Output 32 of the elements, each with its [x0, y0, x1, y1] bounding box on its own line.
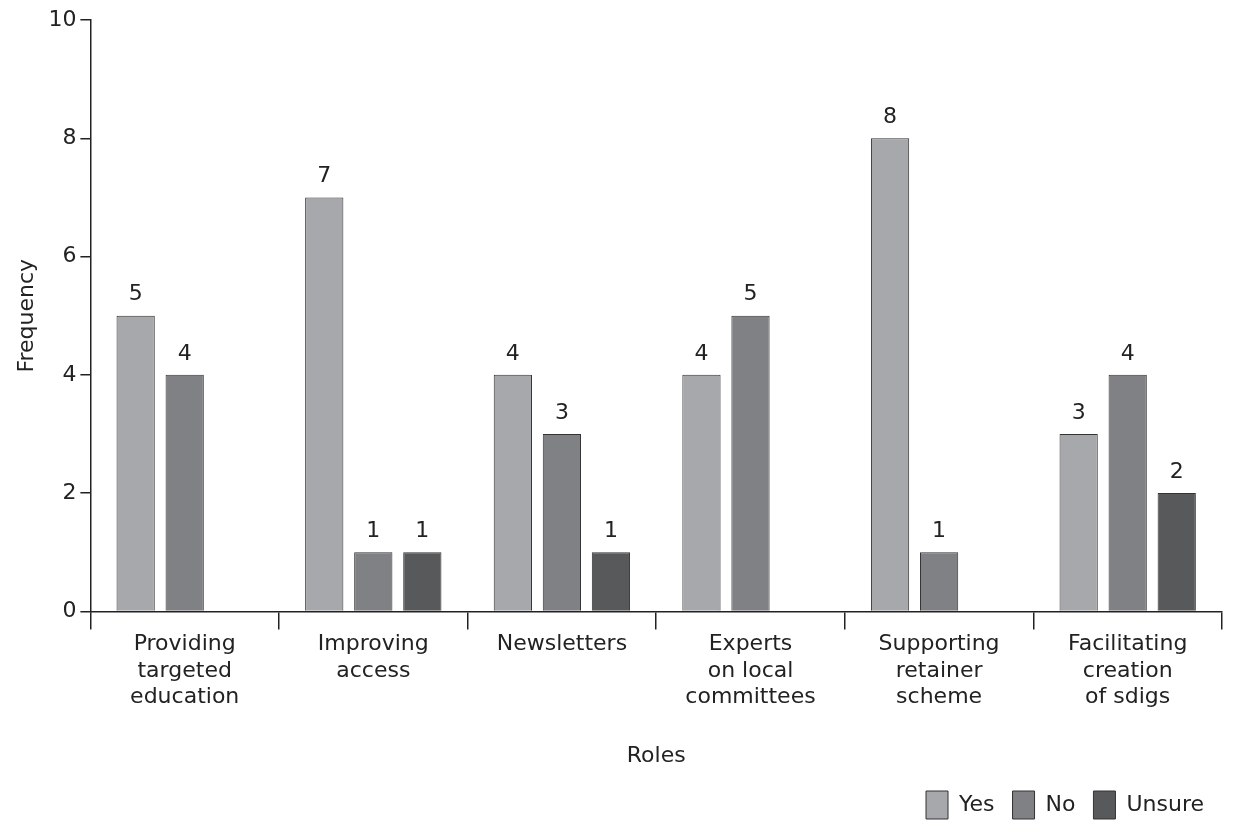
x-tick-label: Facilitating creation of sdigs [1068, 630, 1188, 709]
data-label: 2 [1169, 457, 1184, 483]
legend-label: Unsure [1126, 790, 1205, 816]
data-label: 5 [743, 280, 758, 306]
legend-label: No [1045, 790, 1076, 816]
y-tick-label: 4 [62, 360, 77, 386]
data-label: 4 [694, 339, 709, 365]
y-tick-label: 2 [62, 478, 77, 504]
y-axis-title: Frequency [12, 258, 38, 373]
data-label: 4 [1120, 339, 1135, 365]
legend-label: Yes [958, 790, 995, 816]
data-label: 5 [128, 280, 143, 306]
data-label: 1 [415, 516, 430, 542]
data-label: 4 [505, 339, 520, 365]
data-label: 8 [883, 103, 898, 128]
data-label: 7 [317, 162, 332, 188]
y-tick-label: 10 [48, 5, 77, 31]
data-label: 1 [366, 516, 381, 542]
data-label: 4 [177, 339, 192, 365]
data-label: 3 [1071, 398, 1086, 424]
x-tick-label: Improving access [317, 630, 429, 682]
x-tick-label: Experts on local committees [685, 630, 816, 709]
x-tick-label: Newsletters [496, 630, 628, 656]
x-tick-label: Supporting retainer scheme [878, 630, 1000, 709]
data-label: 3 [554, 398, 569, 424]
y-tick-label: 0 [62, 597, 77, 623]
data-label: 1 [932, 516, 947, 542]
y-tick-label: 8 [62, 124, 77, 149]
data-label: 1 [603, 516, 618, 542]
x-tick-label: Providing targeted education [130, 630, 240, 709]
y-tick-label: 6 [62, 242, 77, 268]
x-axis-title: Roles [626, 741, 686, 767]
